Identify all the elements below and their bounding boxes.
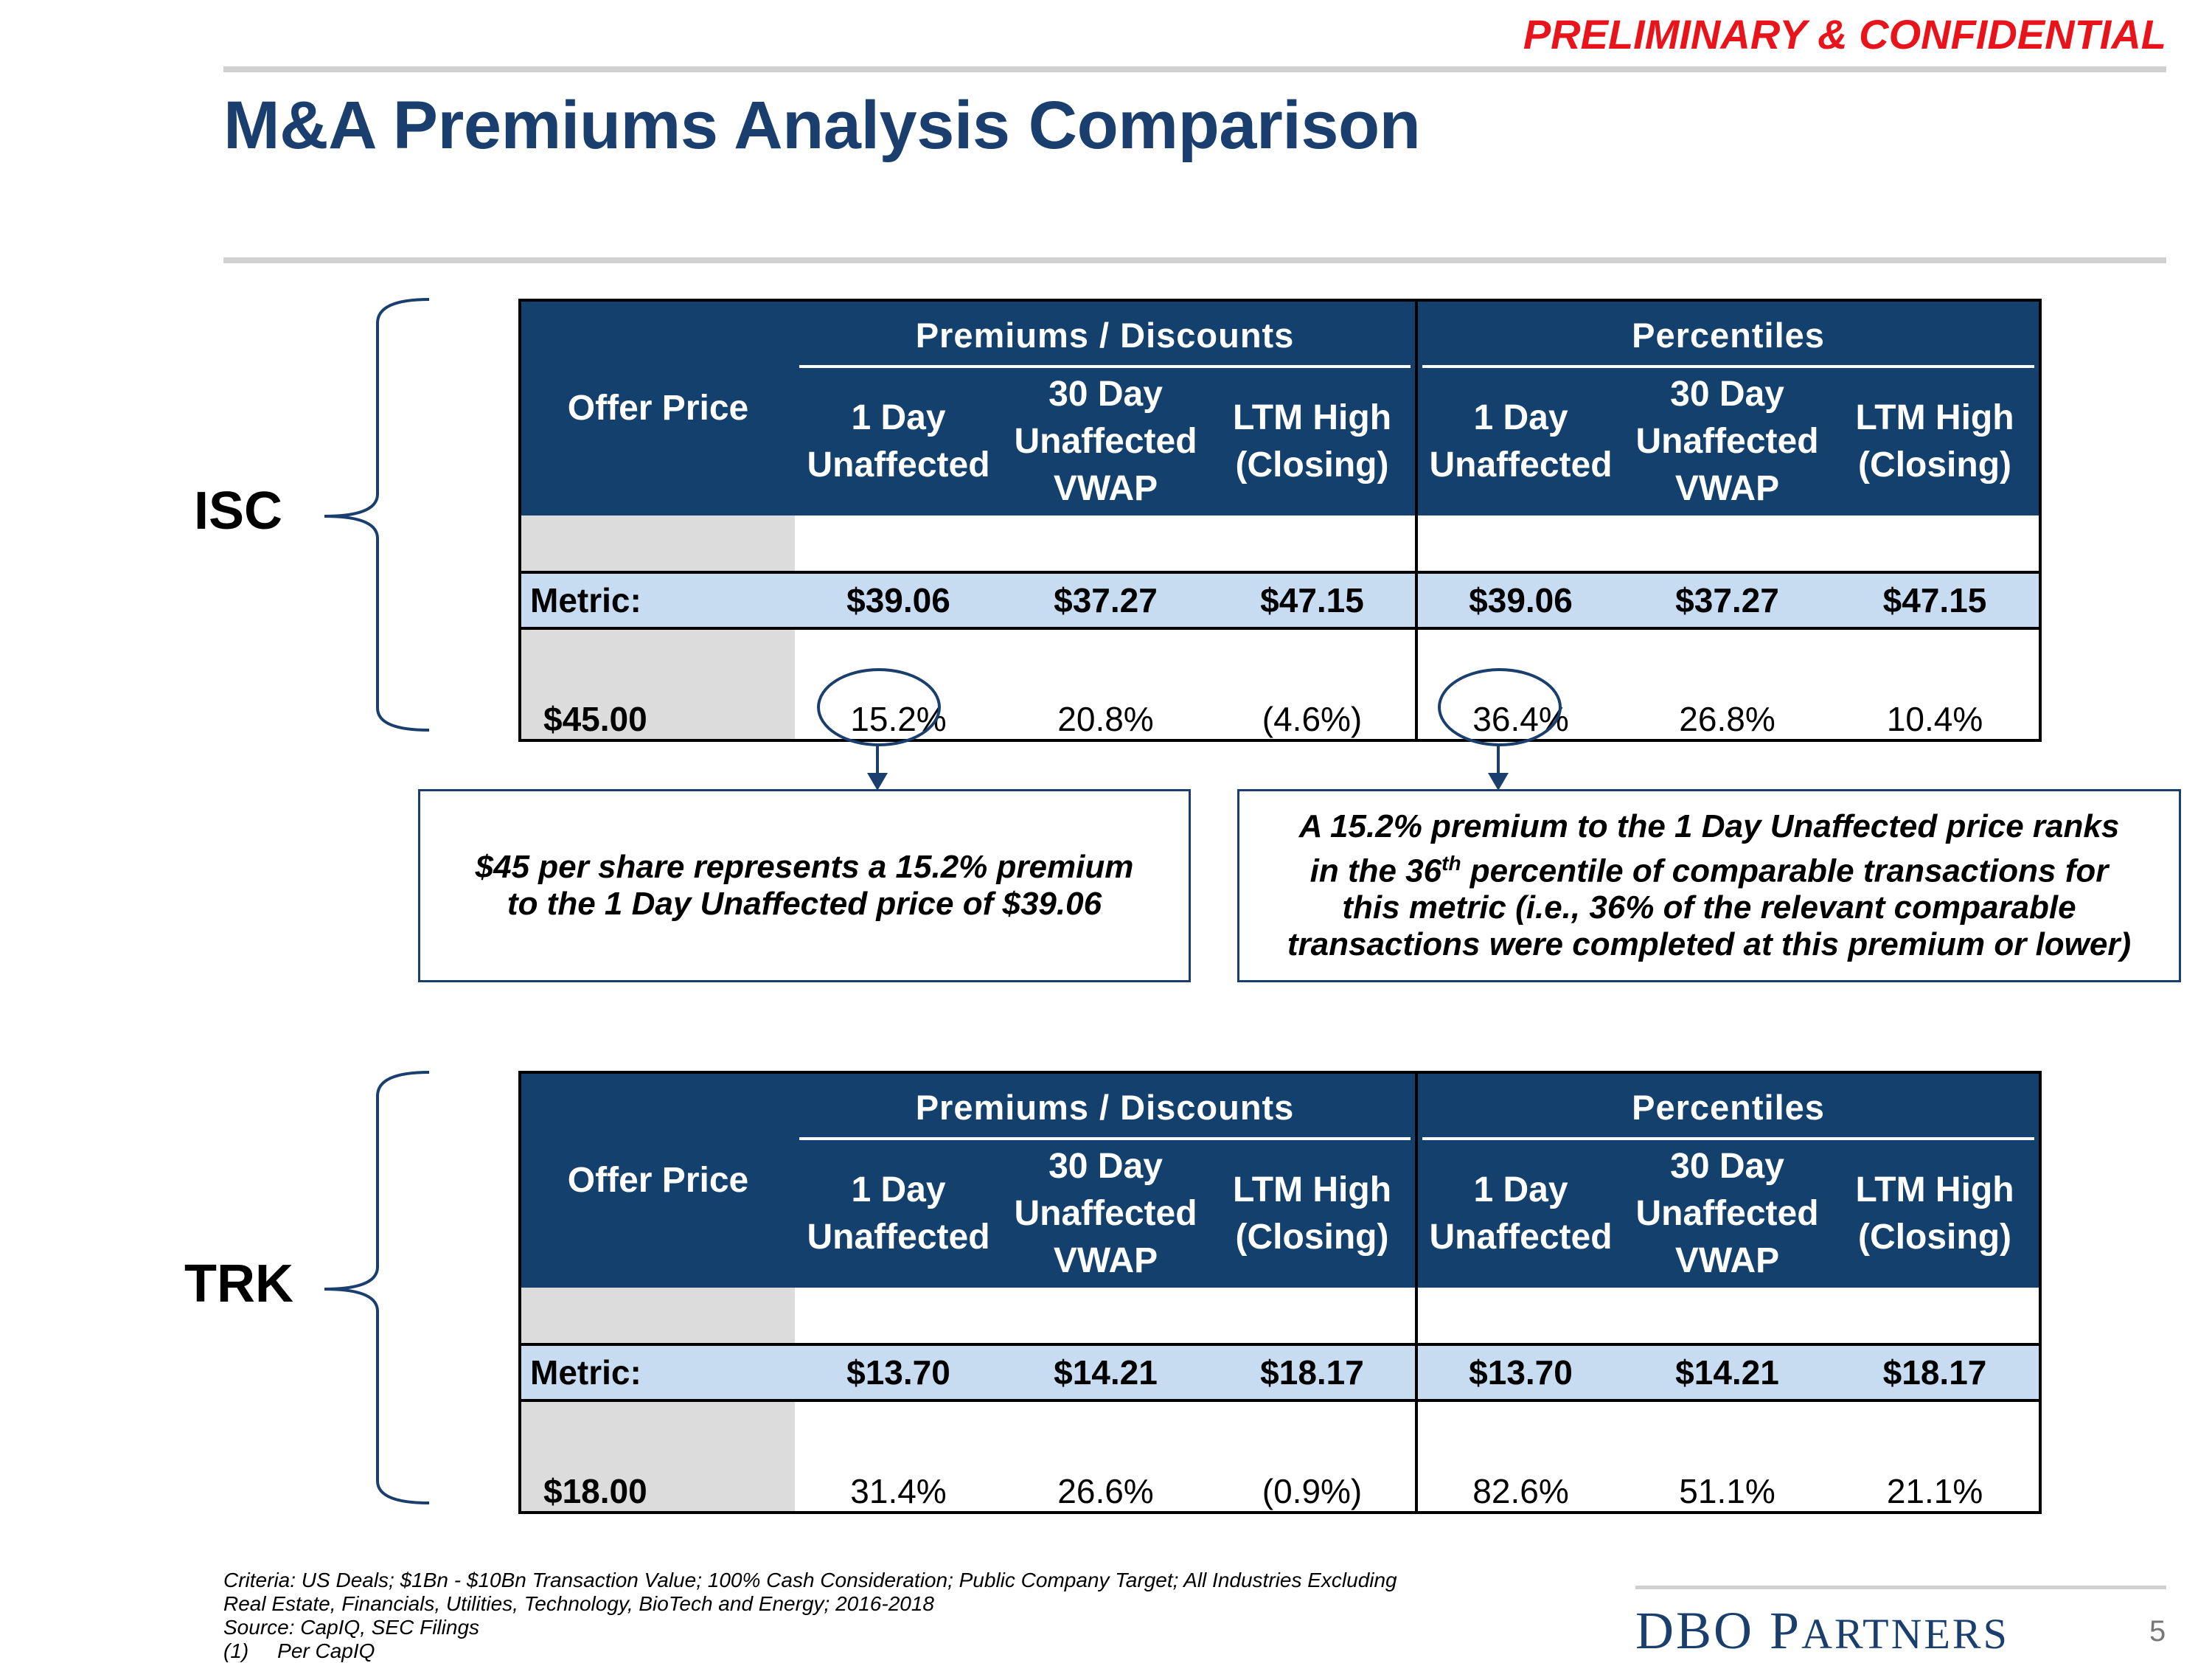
group-percentiles-header: Percentiles: [1415, 300, 2041, 368]
isc-label: ISC: [194, 482, 283, 541]
footnotes: Criteria: US Deals; $1Bn - $10Bn Transac…: [223, 1569, 1397, 1662]
metric-row: Metric: $13.70 $14.21 $18.17 $13.70 $14.21 $…: [520, 1343, 2041, 1402]
highlight-circle-premium: [817, 668, 941, 746]
col-ltm-pct: LTM High (Closing): [1855, 398, 2014, 485]
col-ltm: LTM High (Closing): [1232, 398, 1392, 485]
trk-brace: [324, 1071, 430, 1504]
arrow-down-icon: [867, 773, 888, 791]
group-premiums-header: Premiums / Discounts: [795, 300, 1416, 368]
page-number: 5: [2149, 1615, 2166, 1648]
blank-row: [520, 515, 2041, 572]
offer-price-header: Offer Price: [567, 1161, 749, 1200]
offer-row: $18.00 31.4% 26.6% (0.9%) 82.6% 51.1% 21.1%: [520, 1400, 2040, 1513]
col-30day-pct: 30 Day Unaffected VWAP: [1635, 375, 1819, 508]
isc-table: Offer Price Premiums / Discounts Percent…: [518, 299, 2042, 742]
offer-row: $45.00 15.2% 20.8% (4.6%) 36.4% 26.8% 10.4%: [520, 628, 2040, 740]
group-premiums-header: Premiums / Discounts: [795, 1072, 1416, 1140]
top-rule: [223, 66, 2166, 72]
col-ltm-pct: LTM High (Closing): [1855, 1170, 2014, 1257]
title-rule: [223, 257, 2166, 263]
metric-row: Metric: $39.06 $37.27 $47.15 $39.06 $37.27 $…: [520, 571, 2041, 630]
arrow-line-right: [1497, 743, 1500, 776]
group-percentiles-header: Percentiles: [1415, 1072, 2041, 1140]
col-1day-pct: 1 Day Unaffected: [1415, 368, 1624, 515]
confidential-label: PRELIMINARY & CONFIDENTIAL: [1523, 11, 2166, 58]
footer-rule: [1635, 1586, 2166, 1589]
isc-brace: [324, 298, 430, 732]
blank-row: [520, 1288, 2041, 1344]
highlight-circle-percentile: [1438, 668, 1562, 746]
col-1day: 1 Day Unaffected: [807, 1170, 990, 1257]
col-30day: 30 Day Unaffected VWAP: [1014, 1147, 1197, 1280]
arrow-down-icon: [1488, 773, 1509, 791]
callout-percentile: A 15.2% premium to the 1 Day Unaffected …: [1237, 789, 2181, 982]
col-1day: 1 Day Unaffected: [807, 398, 990, 485]
trk-label: TRK: [184, 1254, 293, 1313]
col-30day: 30 Day Unaffected VWAP: [1014, 375, 1197, 508]
dbo-partners-logo: DBO PARTNERS: [1635, 1601, 2009, 1660]
callout-premium: $45 per share represents a 15.2% premium…: [418, 789, 1191, 982]
offer-price-header: Offer Price: [567, 389, 749, 428]
arrow-line-left: [876, 743, 879, 776]
col-1day-pct: 1 Day Unaffected: [1415, 1140, 1624, 1288]
trk-table: Offer Price Premiums / Discounts Percent…: [518, 1071, 2042, 1514]
col-30day-pct: 30 Day Unaffected VWAP: [1635, 1147, 1819, 1280]
col-ltm: LTM High (Closing): [1232, 1170, 1392, 1257]
page-title: M&A Premiums Analysis Comparison: [223, 88, 1421, 163]
